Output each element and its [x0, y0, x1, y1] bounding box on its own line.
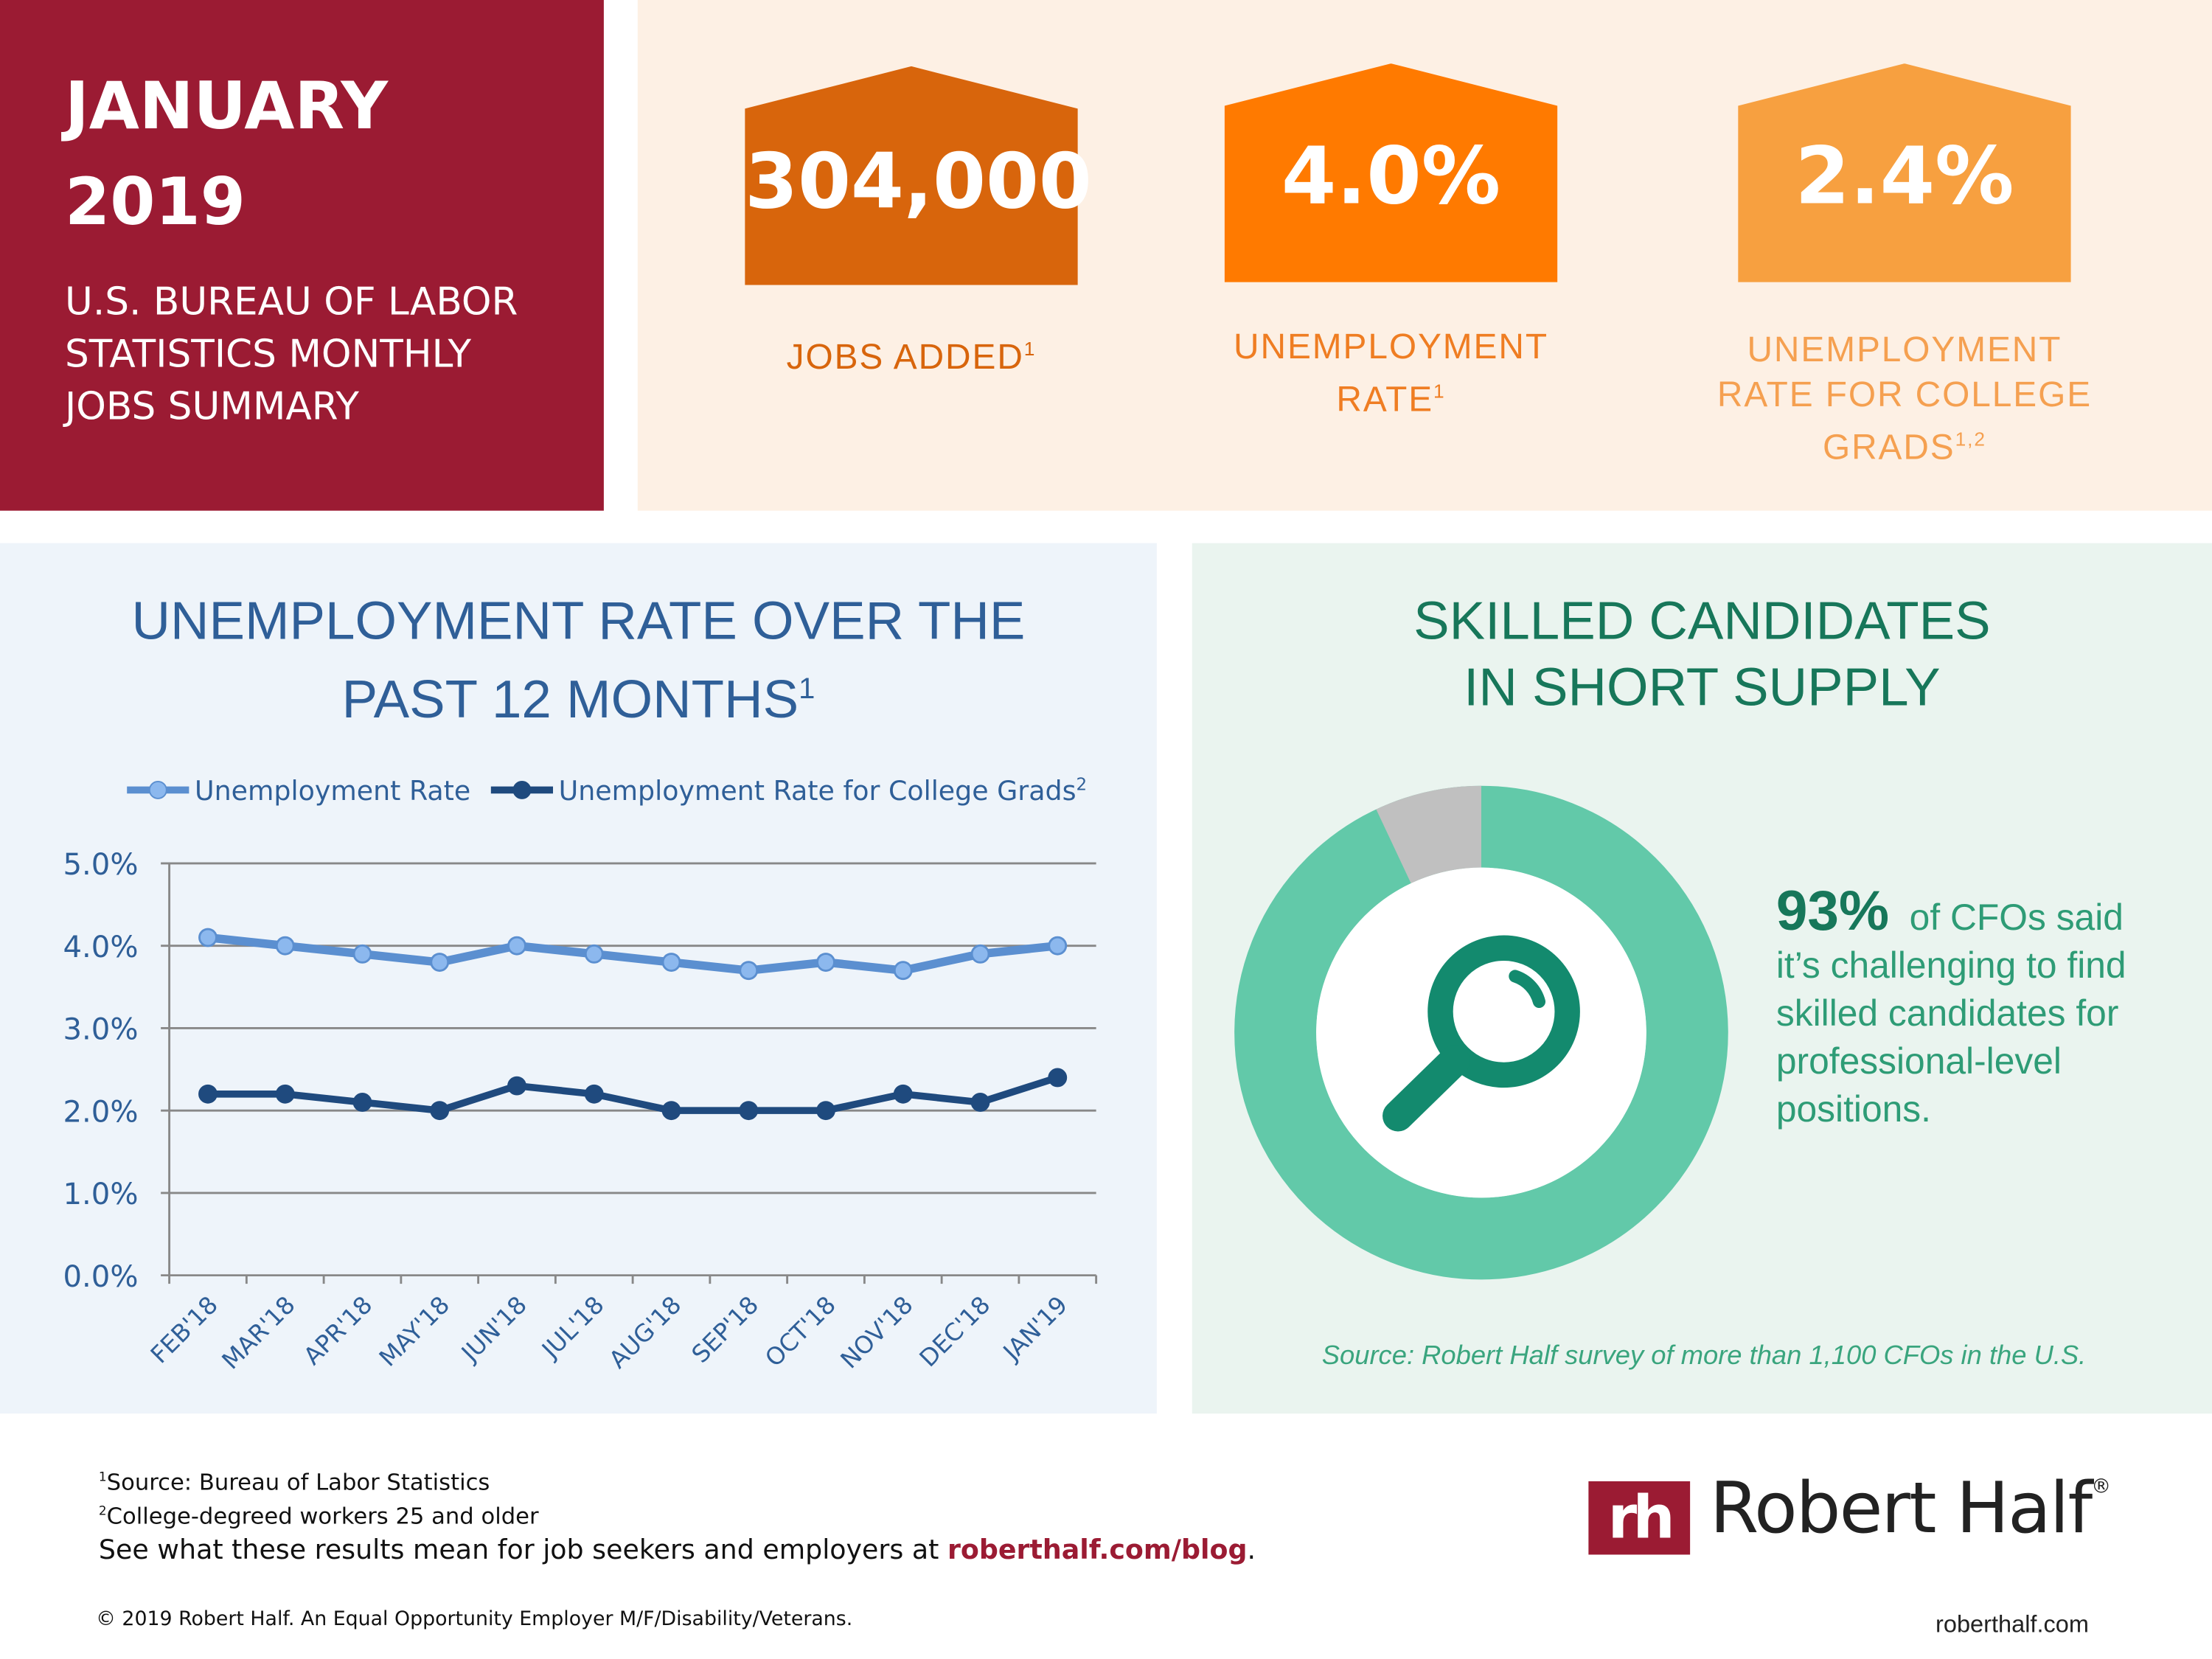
- stat-label: JOBS ADDED1: [786, 337, 1037, 378]
- data-point: [507, 936, 526, 956]
- title-block: JANUARY 2019 U.S. BUREAU OF LABOR STATIS…: [0, 0, 604, 511]
- x-tick-label: MAY'18: [374, 1291, 455, 1372]
- data-point: [430, 953, 450, 972]
- x-tick-label: JAN'19: [997, 1291, 1073, 1367]
- x-tick-label: JUN'18: [455, 1291, 532, 1368]
- stat-label: UNEMPLOYMENT RATE1: [1234, 327, 1548, 420]
- site-link[interactable]: roberthalf.com: [1935, 1610, 2089, 1638]
- legend-marker: [512, 781, 532, 799]
- y-tick-label: 2.0%: [63, 1095, 138, 1129]
- magnifier-icon: [1382, 935, 1580, 1132]
- x-tick-label: AUG'18: [604, 1291, 687, 1374]
- data-point: [661, 1101, 681, 1121]
- data-point: [507, 1076, 526, 1096]
- data-point: [1048, 1068, 1068, 1088]
- y-tick-label: 3.0%: [63, 1013, 138, 1047]
- stat-value: 2.4%: [1795, 131, 2014, 223]
- data-point: [893, 1084, 913, 1104]
- donut-share-93: [1234, 785, 1728, 1280]
- stats-panel: 304,000 JOBS ADDED1 4.0% UNEMPLOYMENT RAT…: [637, 0, 2212, 511]
- donut-chart: [1234, 785, 1728, 1280]
- data-point: [352, 1093, 372, 1112]
- data-point: [970, 944, 990, 964]
- x-tick-label: MAR'18: [217, 1291, 301, 1375]
- skills-title: SKILLED CANDIDATES IN SHORT SUPPLY: [1413, 592, 1991, 718]
- percent-value: 93%: [1775, 880, 1890, 943]
- data-point: [816, 1101, 835, 1121]
- y-tick-label: 1.0%: [63, 1178, 138, 1211]
- data-point: [661, 953, 681, 972]
- cfo-statement: 93% of CFOs said it’s challenging to fin…: [1775, 880, 2126, 1130]
- series-line: [207, 1074, 1059, 1115]
- data-point: [739, 1101, 759, 1121]
- x-tick-label: OCT'18: [759, 1291, 841, 1373]
- data-point: [739, 961, 759, 981]
- blog-link[interactable]: roberthalf.com/blog: [947, 1534, 1248, 1566]
- survey-source: Source: Robert Half survey of more than …: [1321, 1341, 2087, 1371]
- data-point: [275, 1084, 295, 1104]
- data-point: [198, 1084, 218, 1104]
- data-point: [584, 944, 604, 964]
- footnote-1: 1Source: Bureau of Labor Statistics: [98, 1468, 490, 1496]
- legend-label: Unemployment Rate: [195, 775, 470, 807]
- x-tick-label: JUL'18: [535, 1291, 609, 1365]
- cta: See what these results mean for job seek…: [98, 1534, 1256, 1566]
- house-shape: [1224, 63, 1558, 282]
- x-tick-label: SEP'18: [686, 1291, 764, 1368]
- legend-label: Unemployment Rate for College Grads2: [559, 775, 1087, 807]
- logo-text: Robert Half®: [1709, 1467, 2111, 1549]
- chart-panel: UNEMPLOYMENT RATE OVER THE PAST 12 MONTH…: [0, 543, 1157, 1414]
- subtitle: U.S. BUREAU OF LABOR STATISTICS MONTHLY …: [65, 276, 518, 433]
- stat-value: 4.0%: [1281, 131, 1501, 223]
- stat-college-rate: 2.4%: [1738, 63, 2071, 283]
- data-point: [352, 944, 372, 964]
- legend-marker: [148, 781, 167, 799]
- x-tick-label: DEC'18: [914, 1291, 996, 1373]
- y-tick-label: 0.0%: [63, 1260, 138, 1294]
- subtitle-line: STATISTICS MONTHLY: [65, 333, 472, 377]
- footnote-2: 2College-degreed workers 25 and older: [98, 1502, 539, 1530]
- data-point: [893, 961, 913, 981]
- data-point: [584, 1084, 604, 1104]
- year: 2019: [65, 163, 246, 240]
- y-tick-label: 4.0%: [63, 931, 138, 964]
- data-point: [198, 928, 218, 947]
- subtitle-line: JOBS SUMMARY: [65, 385, 359, 429]
- subtitle-line: U.S. BUREAU OF LABOR: [65, 280, 518, 325]
- house-shape: [1738, 63, 2071, 282]
- y-tick-label: 5.0%: [63, 848, 138, 882]
- donut-hole: [1316, 867, 1646, 1198]
- series-line: [207, 933, 1058, 975]
- data-point: [1048, 936, 1068, 956]
- stat-jobs-added: 304,000: [745, 66, 1092, 286]
- stat-label: UNEMPLOYMENT RATE FOR COLLEGE GRADS1,2: [1717, 330, 2093, 467]
- line-chart: 0.0% 1.0% 2.0% 3.0% 4.0% 5.0% FEB'18MAR'18APR'…: [63, 775, 1098, 1375]
- data-point: [275, 936, 295, 956]
- data-point: [430, 1101, 450, 1121]
- month: JANUARY: [65, 67, 389, 145]
- chart-title: UNEMPLOYMENT RATE OVER THE PAST 12 MONTH…: [131, 592, 1026, 731]
- x-tick-label: FEB'18: [145, 1291, 223, 1369]
- skills-panel: SKILLED CANDIDATES IN SHORT SUPPLY 93% of…: [1192, 543, 2212, 1414]
- logo-mark: rh: [1588, 1481, 1691, 1555]
- data-point: [970, 1093, 990, 1112]
- data-point: [816, 953, 835, 972]
- copyright: © 2019 Robert Half. An Equal Opportunity…: [96, 1608, 853, 1631]
- stat-unemployment-rate: 4.0%: [1224, 63, 1558, 283]
- house-shape: [745, 66, 1078, 285]
- x-tick-label: NOV'18: [835, 1291, 919, 1374]
- x-tick-label: APR'18: [298, 1291, 378, 1371]
- stat-value: 304,000: [745, 136, 1092, 226]
